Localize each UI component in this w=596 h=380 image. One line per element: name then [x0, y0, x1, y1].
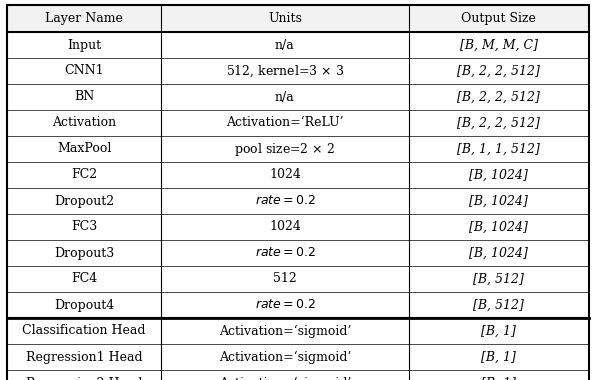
Text: [B, 1]: [B, 1]	[482, 325, 516, 337]
Text: [B, 2, 2, 512]: [B, 2, 2, 512]	[457, 90, 540, 103]
Text: MaxPool: MaxPool	[57, 142, 111, 155]
Text: $rate = 0.2$: $rate = 0.2$	[254, 247, 315, 260]
Text: [B, 2, 2, 512]: [B, 2, 2, 512]	[457, 65, 540, 78]
Text: Activation=‘sigmoid’: Activation=‘sigmoid’	[219, 376, 351, 380]
Text: 1024: 1024	[269, 168, 301, 182]
Text: Dropout3: Dropout3	[54, 247, 114, 260]
Text: [B, 512]: [B, 512]	[473, 272, 524, 285]
Text: Regression2 Head: Regression2 Head	[26, 377, 142, 380]
Text: CNN1: CNN1	[64, 65, 104, 78]
Text: n/a: n/a	[275, 90, 295, 103]
Text: $rate = 0.2$: $rate = 0.2$	[254, 299, 315, 312]
Text: Input: Input	[67, 38, 101, 52]
Text: $rate = 0.2$: $rate = 0.2$	[254, 195, 315, 207]
Text: [B, M, M, C]: [B, M, M, C]	[460, 38, 538, 52]
Text: Activation=‘sigmoid’: Activation=‘sigmoid’	[219, 350, 351, 364]
Text: Activation: Activation	[52, 117, 116, 130]
Text: 512: 512	[273, 272, 297, 285]
Text: Dropout2: Dropout2	[54, 195, 114, 207]
Text: BN: BN	[74, 90, 94, 103]
Text: [B, 1024]: [B, 1024]	[470, 220, 528, 233]
Text: [B, 512]: [B, 512]	[473, 299, 524, 312]
Text: pool size=2 $\times$ 2: pool size=2 $\times$ 2	[234, 141, 336, 157]
Text: 1024: 1024	[269, 220, 301, 233]
Bar	[7, 5, 589, 32]
Text: [B, 1024]: [B, 1024]	[470, 195, 528, 207]
Text: [B, 1]: [B, 1]	[482, 377, 516, 380]
Text: [B, 1, 1, 512]: [B, 1, 1, 512]	[457, 142, 540, 155]
Text: [B, 2, 2, 512]: [B, 2, 2, 512]	[457, 117, 540, 130]
Text: Activation=‘sigmoid’: Activation=‘sigmoid’	[219, 325, 351, 337]
Text: Classification Head: Classification Head	[23, 325, 146, 337]
Text: Units: Units	[268, 12, 302, 25]
Text: n/a: n/a	[275, 38, 295, 52]
Text: Regression1 Head: Regression1 Head	[26, 350, 142, 364]
Text: FC4: FC4	[71, 272, 97, 285]
Text: Layer Name: Layer Name	[45, 12, 123, 25]
Text: [B, 1024]: [B, 1024]	[470, 247, 528, 260]
Text: Output Size: Output Size	[461, 12, 536, 25]
Text: [B, 1024]: [B, 1024]	[470, 168, 528, 182]
Text: [B, 1]: [B, 1]	[482, 350, 516, 364]
Text: FC2: FC2	[71, 168, 97, 182]
Text: Dropout4: Dropout4	[54, 299, 114, 312]
Text: FC3: FC3	[71, 220, 97, 233]
Text: Activation=‘ReLU’: Activation=‘ReLU’	[226, 117, 344, 130]
Text: 512, kernel=3 $\times$ 3: 512, kernel=3 $\times$ 3	[226, 63, 344, 79]
